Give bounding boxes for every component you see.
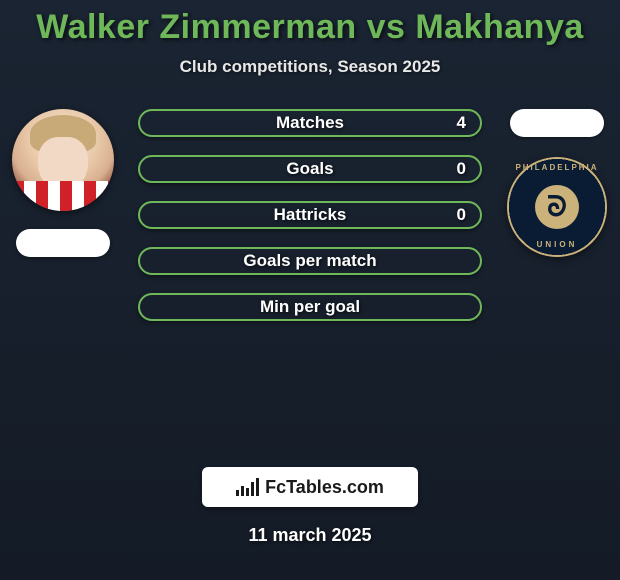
- stat-label: Matches: [276, 113, 344, 133]
- stat-value-right: 0: [457, 159, 466, 179]
- stat-value-right: 0: [457, 205, 466, 225]
- stats-list: Matches 4 Goals 0 Hattricks 0 Goals per …: [138, 109, 482, 321]
- bar-chart-icon: [236, 478, 259, 496]
- stat-row-goals: Goals 0: [138, 155, 482, 183]
- stat-row-min-per-goal: Min per goal: [138, 293, 482, 321]
- player-right-crest: PHILADELPHIA ᘐ UNION: [507, 157, 607, 257]
- player-left-avatar: [12, 109, 114, 211]
- stat-row-matches: Matches 4: [138, 109, 482, 137]
- stat-label: Goals per match: [243, 251, 376, 271]
- brand-box: FcTables.com: [202, 467, 418, 507]
- stat-label: Hattricks: [274, 205, 347, 225]
- date-text: 11 march 2025: [0, 525, 620, 546]
- crest-text-bottom: UNION: [507, 240, 607, 249]
- crest-snake-icon: ᘐ: [535, 185, 579, 229]
- brand-text: FcTables.com: [265, 477, 384, 498]
- player-right-column: PHILADELPHIA ᘐ UNION: [502, 109, 612, 257]
- player-left-column: [8, 109, 118, 257]
- stat-value-right: 4: [457, 113, 466, 133]
- subtitle: Club competitions, Season 2025: [0, 57, 620, 77]
- infographic-container: Walker Zimmerman vs Makhanya Club compet…: [0, 0, 620, 546]
- player-left-club-pill: [16, 229, 110, 257]
- page-title: Walker Zimmerman vs Makhanya: [0, 0, 620, 47]
- player-right-club-pill: [510, 109, 604, 137]
- stat-label: Goals: [286, 159, 333, 179]
- stat-label: Min per goal: [260, 297, 360, 317]
- body-area: PHILADELPHIA ᘐ UNION Matches 4 Goals 0 H…: [0, 109, 620, 449]
- avatar-jersey: [12, 181, 114, 211]
- crest-text-top: PHILADELPHIA: [507, 163, 607, 172]
- stat-row-hattricks: Hattricks 0: [138, 201, 482, 229]
- stat-row-goals-per-match: Goals per match: [138, 247, 482, 275]
